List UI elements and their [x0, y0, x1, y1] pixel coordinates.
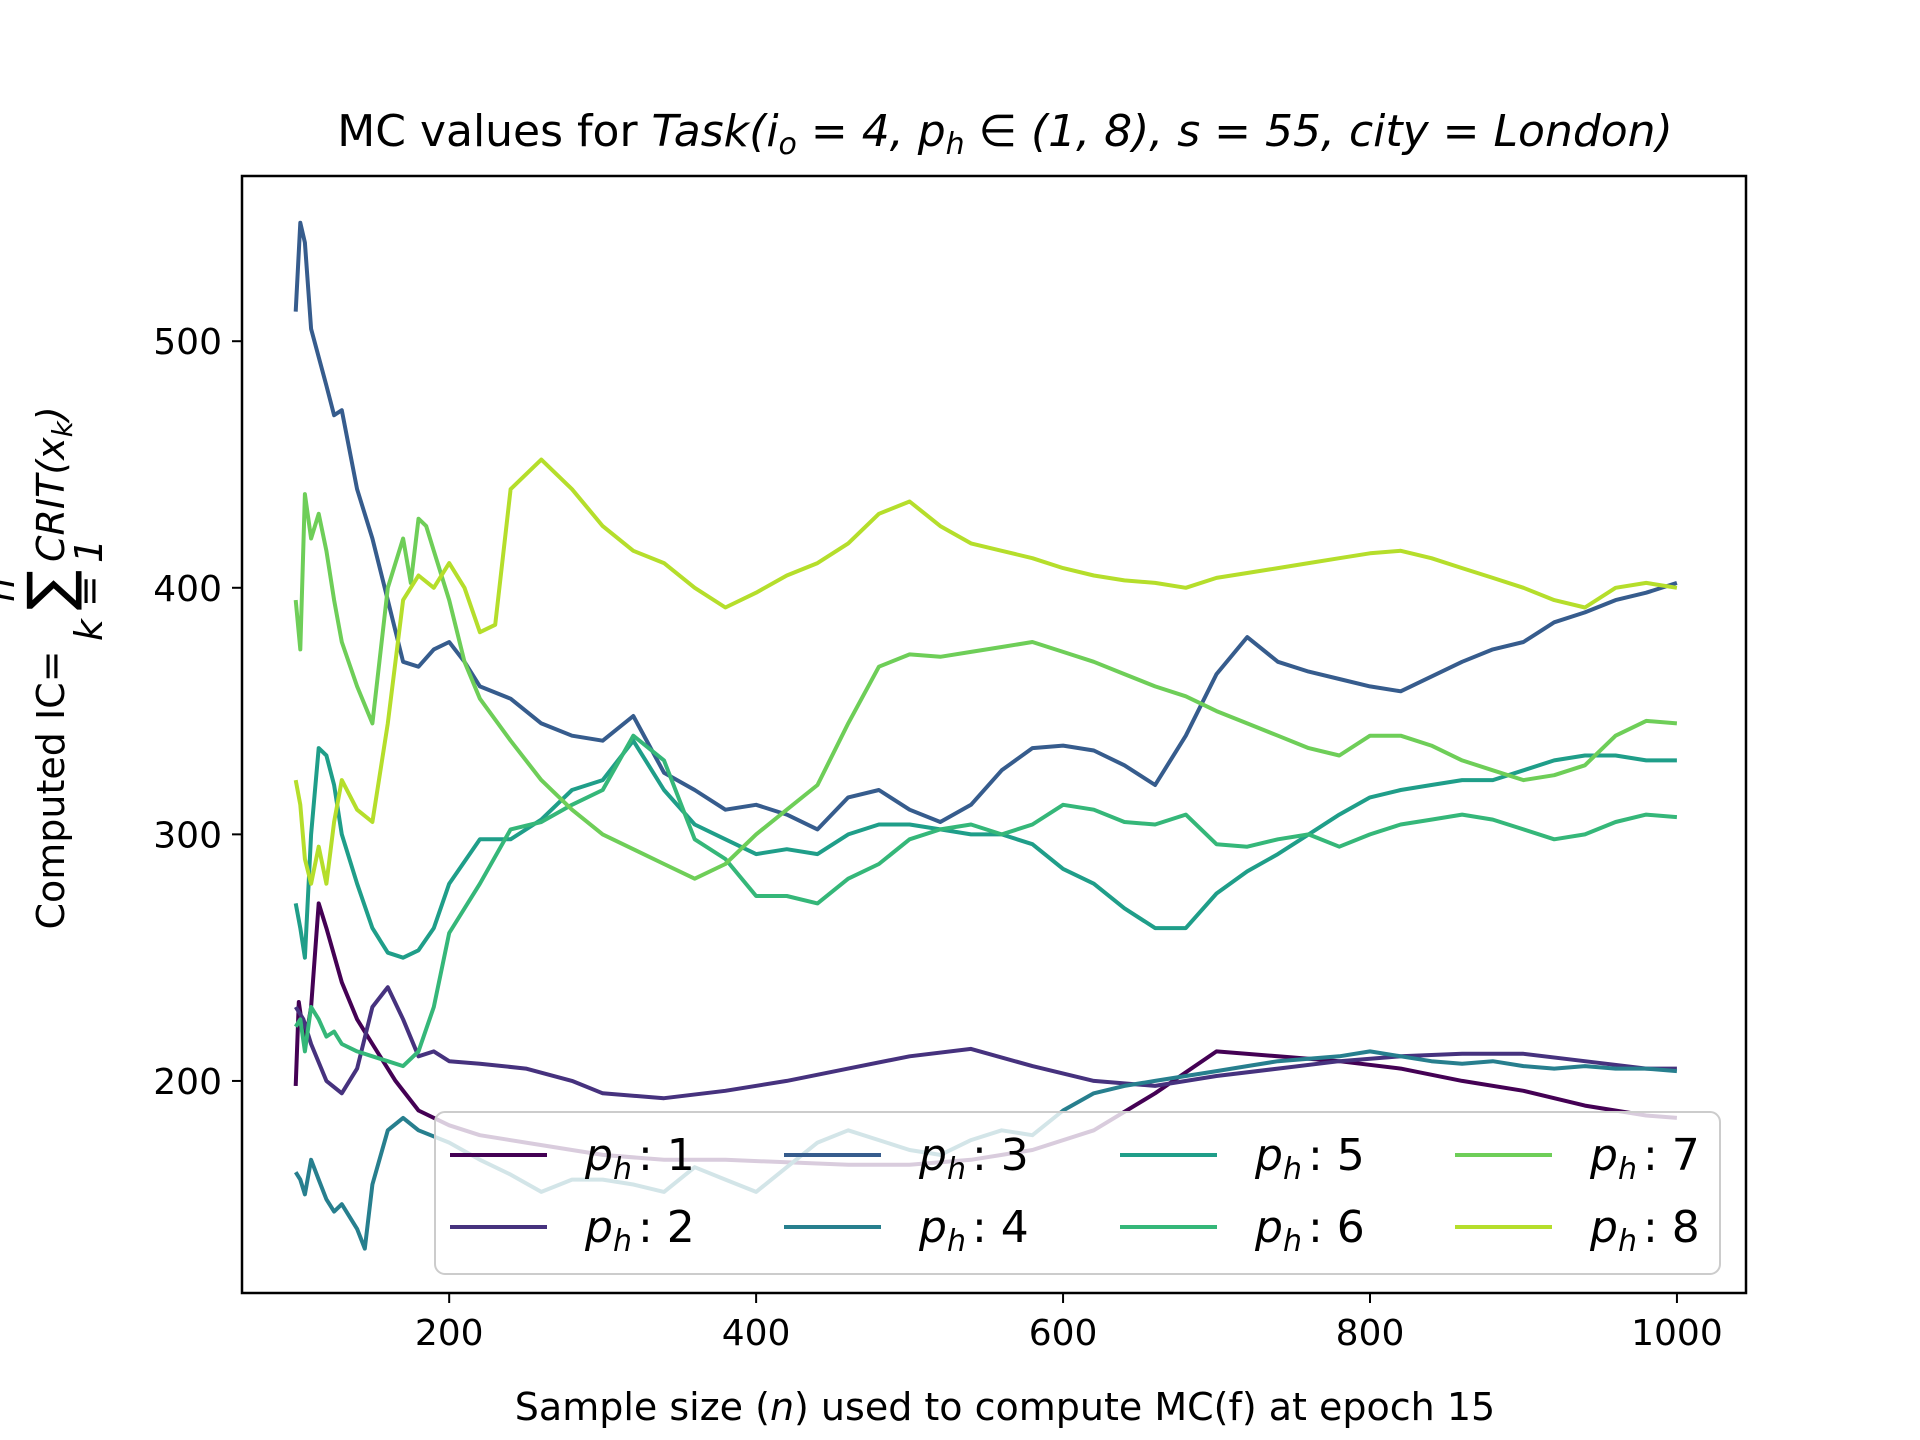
chart-title-plain: MC values for — [337, 106, 651, 157]
series-line-7 — [293, 492, 1678, 881]
legend-label-2: ph: 2 — [584, 1202, 695, 1259]
y-tick-label: 400 — [153, 569, 222, 610]
series-line-8 — [293, 457, 1678, 886]
x-tick-label: 1000 — [1631, 1313, 1723, 1354]
y-axis-label-sum: ∑ — [15, 570, 85, 610]
plot-frame — [240, 174, 1748, 1295]
y-tick-label: 200 — [153, 1062, 222, 1103]
legend: ph: 1 ph: 2 ph: 3 ph: 4 ph: 5 ph: 6 ph: 7 ph: 8 — [434, 1111, 1721, 1275]
series-line-6 — [294, 733, 1678, 1069]
y-axis: 200 300 400 500 — [153, 322, 242, 1103]
y-axis-label-sum-top: n — [0, 578, 23, 602]
chart-title: MC values for Task(io = 4, ph ∈ (1, 8), … — [337, 106, 1672, 162]
y-axis-label-expr-close: ) — [29, 406, 73, 424]
chart-title-sub-o: o — [779, 127, 797, 162]
legend-label-8: ph: 8 — [1589, 1202, 1700, 1259]
legend-label-1: ph: 1 — [584, 1130, 695, 1187]
legend-label-3: ph: 3 — [918, 1130, 1029, 1187]
chart-title-math: Task(i — [652, 106, 780, 157]
x-axis: 200 400 600 800 1000 — [415, 1293, 1723, 1354]
series-line-3 — [293, 220, 1678, 832]
svg-text:n: n — [0, 578, 23, 602]
svg-text:∑: ∑ — [15, 570, 85, 610]
chart-title-sub-h: h — [946, 127, 965, 162]
chart-title-math-rest-1: = 4, p — [797, 106, 946, 157]
x-tick-label: 600 — [1029, 1313, 1098, 1354]
x-axis-label: Sample size (n) used to compute MC(f) at… — [515, 1385, 1495, 1429]
x-tick-label: 200 — [415, 1313, 484, 1354]
x-axis-label-var: n — [770, 1385, 794, 1429]
y-axis-label: Computed IC= ∑ n k = 1 CRIT(xk) — [0, 406, 111, 929]
svg-text:Computed IC=: Computed IC= — [29, 650, 73, 929]
legend-box — [434, 1111, 1721, 1275]
x-tick-label: 800 — [1336, 1313, 1405, 1354]
y-axis-label-pre: Computed IC= — [29, 650, 73, 929]
legend-label-7: ph: 7 — [1589, 1130, 1700, 1187]
series-layer — [293, 220, 1678, 1251]
x-tick-label: 400 — [722, 1313, 791, 1354]
chart-title-math-rest-2: ∈ (1, 8), s = 55, city = London) — [965, 106, 1673, 157]
series-line-5 — [293, 738, 1677, 960]
svg-text:CRIT(xk): CRIT(xk) — [29, 406, 79, 562]
svg-text:k = 1: k = 1 — [67, 539, 111, 641]
legend-label-5: ph: 5 — [1254, 1130, 1365, 1187]
y-axis-label-expr-sub: k — [46, 419, 79, 437]
y-tick-label: 500 — [153, 322, 222, 363]
y-tick-label: 300 — [153, 815, 222, 856]
series-line-2 — [294, 985, 1677, 1101]
y-axis-label-expr: CRIT(x — [29, 437, 73, 562]
legend-label-4: ph: 4 — [918, 1202, 1029, 1259]
y-axis-label-sum-bottom: k = 1 — [67, 539, 111, 641]
x-axis-label-post: ) used to compute MC(f) at epoch 15 — [794, 1385, 1495, 1429]
legend-label-6: ph: 6 — [1254, 1202, 1365, 1259]
x-axis-label-pre: Sample size ( — [515, 1385, 770, 1429]
